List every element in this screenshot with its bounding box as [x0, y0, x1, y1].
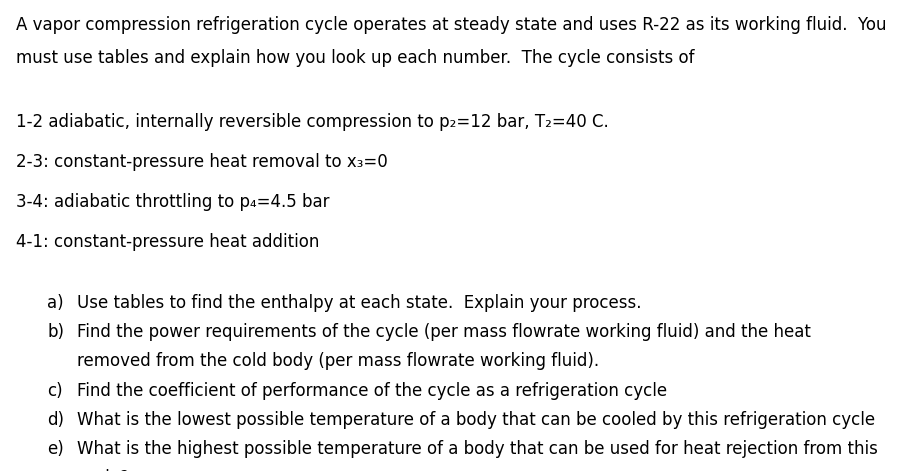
Text: 4-1: constant-pressure heat addition: 4-1: constant-pressure heat addition	[16, 233, 319, 251]
Text: cycle?: cycle?	[77, 469, 129, 471]
Text: What is the lowest possible temperature of a body that can be cooled by this ref: What is the lowest possible temperature …	[77, 411, 875, 429]
Text: removed from the cold body (per mass flowrate working fluid).: removed from the cold body (per mass flo…	[77, 352, 599, 370]
Text: What is the highest possible temperature of a body that can be used for heat rej: What is the highest possible temperature…	[77, 440, 878, 458]
Text: c): c)	[47, 382, 62, 399]
Text: 2-3: constant-pressure heat removal to x₃=0: 2-3: constant-pressure heat removal to x…	[16, 153, 388, 171]
Text: d): d)	[47, 411, 64, 429]
Text: must use tables and explain how you look up each number.  The cycle consists of: must use tables and explain how you look…	[16, 49, 695, 66]
Text: e): e)	[47, 440, 64, 458]
Text: Find the power requirements of the cycle (per mass flowrate working fluid) and t: Find the power requirements of the cycle…	[77, 323, 811, 341]
Text: 1-2 adiabatic, internally reversible compression to p₂=12 bar, T₂=40 C.: 1-2 adiabatic, internally reversible com…	[16, 113, 609, 130]
Text: Use tables to find the enthalpy at each state.  Explain your process.: Use tables to find the enthalpy at each …	[77, 294, 642, 312]
Text: A vapor compression refrigeration cycle operates at steady state and uses R-22 a: A vapor compression refrigeration cycle …	[16, 16, 887, 34]
Text: 3-4: adiabatic throttling to p₄=4.5 bar: 3-4: adiabatic throttling to p₄=4.5 bar	[16, 193, 329, 211]
Text: b): b)	[47, 323, 64, 341]
Text: Find the coefficient of performance of the cycle as a refrigeration cycle: Find the coefficient of performance of t…	[77, 382, 667, 399]
Text: a): a)	[47, 294, 63, 312]
